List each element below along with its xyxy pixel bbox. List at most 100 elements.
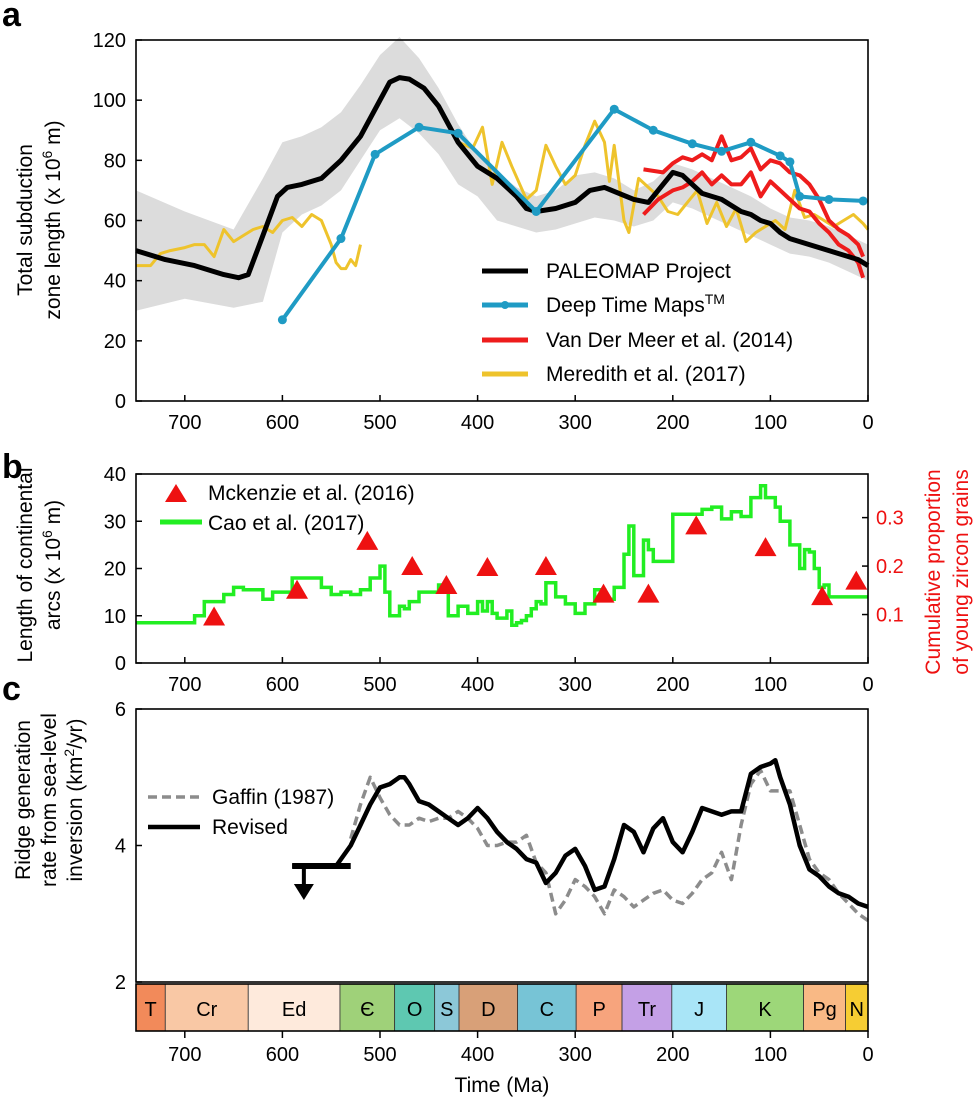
legend-label-revised: Revised (212, 816, 288, 839)
timescale-period-label: N (850, 999, 864, 1021)
data-point-deeptime (746, 137, 756, 147)
data-point-deeptime (370, 149, 380, 159)
timescale-period-label: O (407, 999, 423, 1021)
legend-label-mckenzie: Mckenzie et al. (2016) (208, 482, 415, 505)
series-line-deeptime (280, 107, 864, 321)
b-y-tick-label: 20 (104, 559, 126, 581)
timescale-period (803, 983, 846, 1032)
c-x-tick-label: 200 (656, 1044, 689, 1066)
timescale-period-label: C (540, 999, 554, 1021)
plot-series (136, 484, 868, 627)
legend-label-paleomap: PALEOMAP Project (546, 260, 731, 283)
legend-label-deeptime: Deep Time MapsTM (546, 291, 725, 317)
plot-series (292, 757, 869, 923)
a-x-tick-label: 600 (266, 412, 299, 434)
data-point-mckenzie (845, 570, 868, 590)
data-point-deeptime (687, 139, 697, 149)
y-axis-label-line3: inversion (km2/yr) (61, 719, 87, 882)
data-point-mckenzie (476, 557, 499, 577)
data-point-mckenzie (685, 515, 708, 535)
timescale-period (164, 983, 249, 1032)
series-line-revised (292, 757, 869, 910)
y-axis-label-line2: zone length (x 106 m) (39, 120, 65, 319)
c-y-tick-label: 6 (115, 699, 126, 721)
right-axis-label-line2: of young zircon grains (950, 469, 973, 674)
data-point-mckenzie (401, 556, 424, 576)
legend-label-meredith: Meredith et al. (2017) (546, 363, 746, 386)
data-point-mckenzie (811, 586, 834, 606)
a-x-tick-label: 300 (559, 412, 592, 434)
timescale-period-label: S (440, 999, 453, 1021)
data-point-deeptime (609, 104, 619, 114)
data-point-deeptime (336, 234, 346, 244)
a-y-tick-label: 60 (104, 211, 126, 233)
timescale-period-label: D (481, 999, 495, 1021)
data-point-deeptime (717, 146, 727, 156)
data-point-deeptime (453, 128, 463, 138)
paleomap-uncertainty-band (136, 37, 868, 311)
c-x-tick-label: 400 (461, 1044, 494, 1066)
y-axis-label-line1: Length of continental (14, 468, 37, 663)
data-point-deeptime (795, 191, 805, 201)
x-axis-label: Time (Ma) (455, 1074, 550, 1097)
right-axis-label-line1: Cumulative proportion (922, 469, 945, 674)
b-y-tick-label: 40 (104, 464, 126, 486)
panel-b-chart: 0 10 20 30 40 700 600 500 400 300 200 100 0 0.1 0.2 0.3… (14, 464, 973, 696)
legend-label-cao: Cao et al. (2017) (208, 512, 364, 535)
series-line-paleomap (135, 75, 870, 281)
timescale-frame (135, 983, 869, 1032)
minimum-bound-arrow-head (293, 883, 314, 900)
data-point-deeptime (824, 194, 834, 204)
y-axis-label-line2: arcs (x 106 m) (39, 500, 65, 630)
b-x-tick-label: 700 (168, 674, 201, 696)
data-point-mckenzie (203, 606, 226, 626)
b-y2-tick-label: 0.2 (876, 556, 904, 578)
panel-c-chart: T Cr Ed Є O S D C P Tr J K Pg N 700 600 500 400 300 200 100 0… (12, 699, 874, 1097)
data-point-deeptime (785, 157, 795, 167)
panel-letter-c: c (2, 670, 21, 708)
legend-marker-mckenzie (165, 484, 187, 502)
timescale-period (517, 983, 577, 1032)
a-y-tick-label: 100 (93, 90, 126, 112)
series-line-vandermeer (643, 134, 865, 258)
b-x-tick-label: 0 (862, 674, 873, 696)
y-axis-label-line1: Ridge generation (12, 720, 35, 880)
panel-a-chart: 0 20 40 60 80 100 120 700 600 500 400 300 200 100 0 To… (14, 30, 874, 434)
c-x-tick-label: 700 (168, 1044, 201, 1066)
timescale-period-label: Ed (282, 999, 306, 1021)
timescale-period-label: Є (360, 999, 374, 1021)
b-x-tick-label: 400 (461, 674, 494, 696)
y-axis-label-line2: rate from sea-level (38, 713, 61, 887)
timescale-period (434, 983, 460, 1032)
data-point-deeptime (277, 315, 287, 325)
data-point-deeptime (775, 151, 785, 161)
a-y-tick-label: 0 (115, 391, 126, 413)
timescale-period (458, 983, 519, 1032)
c-x-tick-label: 600 (266, 1044, 299, 1066)
timescale-period (726, 983, 804, 1032)
legend: Gaffin (1987) Revised (148, 786, 334, 839)
c-x-tick-label: 300 (559, 1044, 592, 1066)
b-x-tick-label: 600 (266, 674, 299, 696)
c-x-tick-label: 0 (862, 1044, 873, 1066)
legend: PALEOMAP Project Deep Time MapsTM Van De… (482, 260, 793, 386)
data-point-deeptime (531, 206, 541, 216)
series-line-meredith (457, 119, 870, 244)
b-x-tick-label: 300 (559, 674, 592, 696)
timescale-period-label: T (145, 999, 157, 1021)
a-y-tick-label: 80 (104, 150, 126, 172)
timescale-period-label: Tr (638, 999, 656, 1021)
legend-label-gaffin: Gaffin (1987) (212, 786, 334, 809)
b-y-tick-label: 30 (104, 511, 126, 533)
legend-label-vandermeer: Van Der Meer et al. (2014) (546, 329, 793, 352)
legend-marker-deeptime (501, 301, 509, 309)
c-y-tick-label: 4 (115, 836, 126, 858)
data-point-mckenzie (534, 556, 557, 576)
timescale-period-label: K (758, 999, 772, 1021)
axes: 2 4 6 (115, 699, 869, 994)
b-x-tick-label: 200 (656, 674, 689, 696)
axes: 0 20 40 60 80 100 120 700 600 500 400 300 200 100 0 (93, 30, 874, 434)
series-line-cao (136, 484, 868, 627)
data-point-mckenzie (754, 537, 777, 557)
